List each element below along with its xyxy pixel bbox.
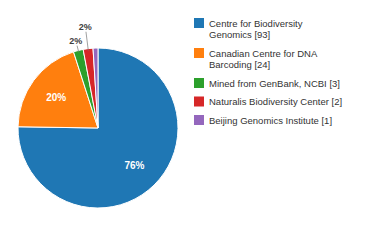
legend-item: Centre for BiodiversityGenomics [93] <box>194 18 303 41</box>
legend-swatch <box>194 48 204 58</box>
pie-slice <box>83 48 98 128</box>
pie <box>18 48 178 208</box>
legend-swatch <box>194 18 204 28</box>
legend-item: Canadian Centre for DNABarcoding [24] <box>194 48 318 71</box>
legend-label: Mined from GenBank, NCBI [3] <box>209 78 340 89</box>
legend-swatch <box>194 78 204 88</box>
legend-item: Mined from GenBank, NCBI [3] <box>194 78 340 89</box>
legend-swatch <box>194 97 204 107</box>
legend-swatch <box>194 115 204 125</box>
legend: Centre for BiodiversityGenomics [93] Cana… <box>194 18 342 126</box>
chart: 76% 20% 2% 2% Centre for BiodiversityGenomic… <box>0 0 380 240</box>
legend-item: Beijing Genomics Institute [1] <box>194 115 332 126</box>
legend-label: Canadian Centre for DNABarcoding [24] <box>209 48 318 71</box>
legend-label: Beijing Genomics Institute [1] <box>209 115 332 126</box>
legend-label: Naturalis Biodiversity Center [2] <box>209 96 342 107</box>
pie-slice <box>18 48 178 208</box>
pie-slice <box>93 48 98 128</box>
legend-label: Centre for BiodiversityGenomics [93] <box>209 18 303 41</box>
data-label: 76% <box>124 160 144 171</box>
data-label: 2% <box>69 36 82 46</box>
data-labels: 76% 20% 2% 2% <box>46 22 144 171</box>
leader-line <box>86 32 88 51</box>
legend-item: Naturalis Biodiversity Center [2] <box>194 96 342 107</box>
data-label: 20% <box>46 92 66 103</box>
leader-line <box>77 46 79 53</box>
data-label: 2% <box>79 22 92 32</box>
